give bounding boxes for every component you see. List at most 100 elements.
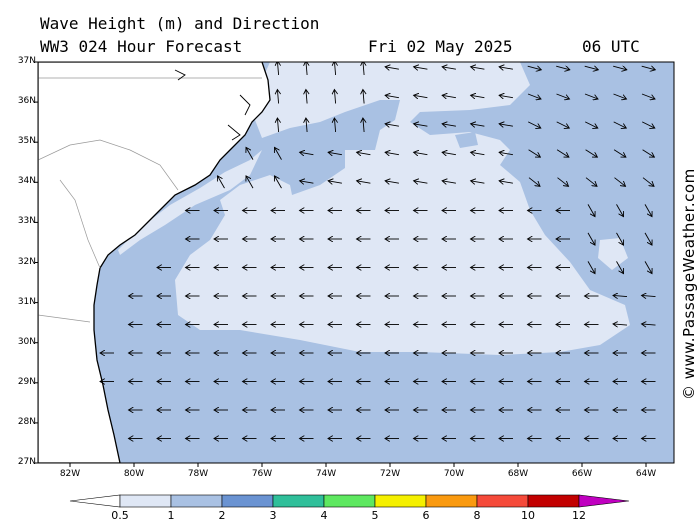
wave-arrow [414,95,428,97]
lon-label: 64W [635,469,657,479]
wave-arrow [334,90,335,104]
lon-label: 76W [251,469,273,479]
colorbar-label: 5 [371,509,379,522]
wave-arrow [499,152,513,154]
wave-arrow [587,204,595,216]
wave-arrow [328,152,342,154]
wave-arrow [613,121,627,128]
wave-arrow [357,181,371,183]
wave-arrow [277,90,278,104]
colorbar-segment [527,494,580,508]
lon-label: 82W [59,469,81,479]
wave-arrow [641,66,656,70]
wave-arrow [414,181,428,183]
inland-lakes [174,69,251,141]
wave-arrow [442,95,456,97]
wave-arrow [527,93,541,99]
wave-arrow [306,62,307,76]
colorbar-segment [374,494,427,508]
colorbar-label: 3 [269,509,277,522]
colorbar-segment [425,494,478,508]
colorbar-label: 2 [218,509,226,522]
wave-arrow [277,118,278,133]
lat-label: 35N [17,136,36,147]
lat-label: 36N [17,96,36,107]
map-title: Wave Height (m) and Direction [40,14,320,33]
wave-arrow [471,95,485,97]
wave-arrow [556,149,569,157]
wave-arrow [300,152,314,154]
forecast-time: 06 UTC [582,37,640,56]
calm-sea-patch [598,238,628,270]
wave-arrow [557,177,569,187]
colorbar-label: 12 [572,509,586,522]
wave-arrow [218,176,225,189]
wave-arrow [334,62,335,76]
calm-sea-region [175,62,630,355]
wave-arrow [641,93,655,99]
wave-arrow [442,124,456,126]
wave-arrow [528,121,541,128]
wave-direction-arrows [100,62,656,439]
wave-arrow [528,177,540,187]
colorbar-segment [476,494,529,508]
colorbar-low-arrow [69,494,121,508]
lat-label: 33N [17,216,36,227]
wave-arrow [642,324,656,325]
wave-arrow [246,176,254,189]
wave-arrow [613,93,627,99]
colorbar [69,494,630,508]
wave-arrow [471,67,485,69]
lat-label: 32N [17,256,36,267]
wave-arrow [499,95,513,97]
wave-arrow [442,181,456,183]
wave-arrow [246,147,254,160]
wave-arrow [587,261,595,273]
calm-sea-patch [455,132,478,148]
lon-label: 74W [315,469,337,479]
lon-label: 72W [379,469,401,479]
wave-arrow [385,152,399,154]
wave-arrow [499,124,513,126]
lat-label: 30N [17,336,36,347]
wave-arrow [442,67,456,69]
wave-arrow [585,149,598,157]
wave-arrow [644,261,652,273]
wave-arrow [644,204,652,216]
wave-arrow [414,124,428,126]
forecast-model: WW3 024 Hour Forecast [40,37,243,56]
colorbar-high-arrow [578,494,630,508]
wave-arrow [334,118,335,133]
wave-arrow [363,90,364,104]
wave-arrow [585,177,597,187]
wave-arrow [587,232,595,245]
wave-arrow [414,67,428,69]
wave-arrow [556,93,570,99]
wave-arrow [642,295,656,296]
lon-label: 66W [571,469,593,479]
wave-arrow [385,95,399,97]
wave-arrow [300,181,314,183]
wave-arrow [585,121,598,128]
wave-arrow [306,118,307,133]
colorbar-segment [323,494,376,508]
credit-text: © www.PassageWeather.com [680,168,698,400]
lon-label: 70W [443,469,465,479]
wave-arrow [642,121,655,128]
wave-arrow [644,232,652,245]
wave-arrow [616,204,624,216]
colorbar-segment [272,494,325,508]
colorbar-label: 6 [422,509,430,522]
lat-label: 27N [17,457,36,467]
lat-label: 31N [17,296,36,307]
colorbar-segment [170,494,223,508]
land-mass [38,62,271,463]
wave-arrow [614,177,626,187]
wave-arrow [363,118,364,133]
colorbar-segment [119,494,172,508]
colorbar-label: 1 [167,509,175,522]
forecast-date: Fri 02 May 2025 [368,37,513,56]
wave-arrow [385,67,399,69]
lon-label: 68W [507,469,529,479]
